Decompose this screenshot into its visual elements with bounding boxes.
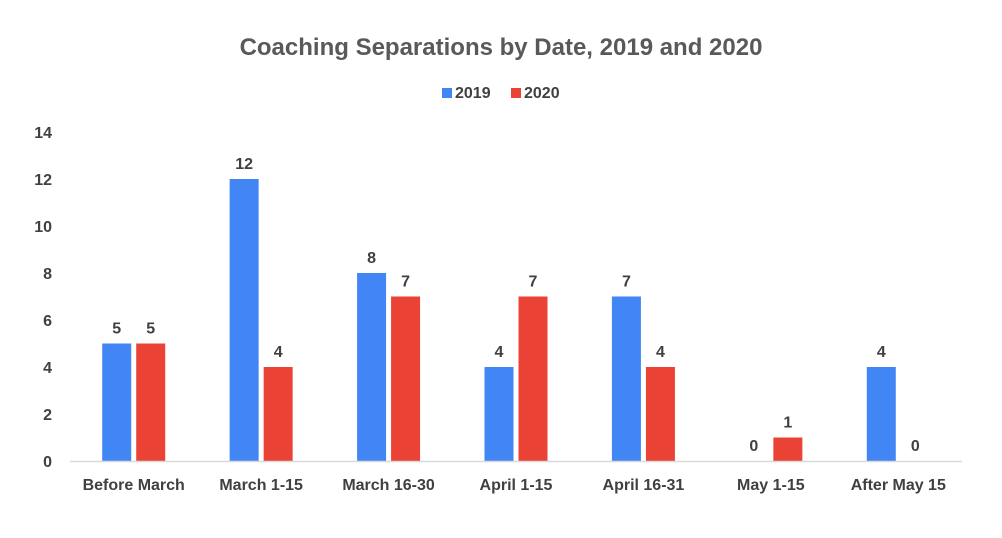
y-tick-label: 0 [43, 454, 52, 471]
y-axis: 0 2 4 6 8 10 12 14 [34, 125, 52, 471]
data-label-2020-2: 7 [401, 274, 410, 291]
y-tick-label: 14 [34, 125, 52, 142]
bar-2020-2 [391, 296, 421, 461]
y-tick-label: 10 [34, 219, 52, 236]
data-label-2019-2: 8 [367, 250, 376, 267]
legend: 2019 2020 [442, 85, 560, 102]
bar-2020-3 [518, 296, 548, 461]
bar-2019-1 [229, 179, 259, 461]
data-label-2020-1: 4 [274, 344, 283, 361]
data-label-2019-5: 0 [749, 438, 758, 455]
x-axis: Before March March 1-15 March 16-30 April 1… [70, 460, 962, 494]
x-category-label: May 1-15 [737, 477, 805, 494]
x-category-label: Before March [83, 477, 185, 494]
data-label-2019-0: 5 [112, 321, 121, 338]
y-tick-label: 8 [43, 266, 52, 283]
y-tick-label: 2 [43, 407, 52, 424]
bar-2020-1 [263, 367, 293, 461]
bar-2019-0 [102, 343, 132, 461]
bar-2020-4 [645, 367, 675, 461]
data-labels-group: 5 5 12 4 8 7 4 7 7 4 0 1 4 0 [112, 156, 920, 455]
data-label-2020-6: 0 [911, 438, 920, 455]
legend-label-2020: 2020 [524, 85, 560, 102]
bar-2019-2 [357, 273, 387, 461]
legend-swatch-2020 [511, 88, 521, 98]
bar-2019-4 [611, 296, 641, 461]
bar-2020-0 [136, 343, 166, 461]
y-tick-label: 12 [34, 172, 52, 189]
data-label-2019-1: 12 [235, 156, 253, 173]
data-label-2019-3: 4 [495, 344, 504, 361]
data-label-2019-6: 4 [877, 344, 886, 361]
bar-2019-6 [866, 367, 896, 461]
data-label-2020-4: 4 [656, 344, 665, 361]
bar-2019-3 [484, 367, 514, 461]
data-label-2020-0: 5 [146, 321, 155, 338]
bar-2020-5 [773, 437, 803, 461]
x-category-label: After May 15 [851, 477, 946, 494]
x-category-label: April 1-15 [480, 477, 553, 494]
data-label-2020-3: 7 [529, 274, 538, 291]
bars-group [102, 179, 896, 461]
legend-swatch-2019 [442, 88, 452, 98]
y-tick-label: 6 [43, 313, 52, 330]
legend-label-2019: 2019 [455, 85, 491, 102]
x-category-label: March 1-15 [219, 477, 303, 494]
chart-title: Coaching Separations by Date, 2019 and 2… [240, 34, 763, 61]
data-label-2019-4: 7 [622, 274, 631, 291]
x-category-label: March 16-30 [342, 477, 435, 494]
y-tick-label: 4 [43, 360, 52, 377]
data-label-2020-5: 1 [783, 415, 792, 432]
x-category-label: April 16-31 [603, 477, 685, 494]
